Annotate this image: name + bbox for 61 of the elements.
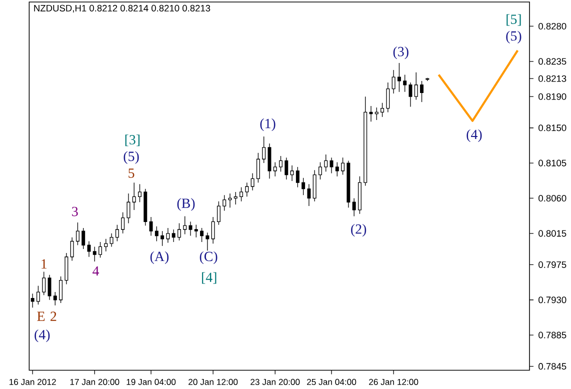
candlestick	[166, 227, 170, 243]
candlestick	[386, 82, 390, 112]
candlestick	[408, 82, 412, 107]
candlestick	[149, 216, 153, 236]
x-tick-label: 23 Jan 20:00	[250, 378, 300, 385]
y-tick-label: 0.7845	[538, 362, 566, 370]
x-tick-label: 26 Jan 12:00	[369, 378, 418, 385]
candlestick	[268, 142, 272, 179]
annotation: (A)	[150, 251, 169, 264]
candlestick	[70, 236, 74, 261]
candlestick	[87, 240, 91, 257]
y-tick-label: 0.8235	[538, 58, 566, 64]
y-tick-label: 0.8060	[538, 194, 566, 202]
y-tick-label: 0.8015	[538, 230, 566, 236]
annotation: (4)	[34, 329, 50, 342]
candlestick	[346, 160, 350, 208]
annotation: (B)	[177, 198, 195, 211]
annotation: [3]	[125, 134, 140, 146]
candlestick	[188, 221, 192, 236]
chart-title: NZDUSD,H1 0.8212 0.8214 0.8210 0.8213	[34, 4, 210, 12]
candlestick	[245, 182, 249, 197]
candlestick	[206, 232, 210, 251]
annotation: 1	[42, 259, 46, 268]
candlestick	[290, 164, 294, 182]
annotation: [4]	[202, 272, 216, 284]
candlestick	[369, 105, 373, 122]
annotation: (1)	[260, 118, 276, 131]
annotation: (C)	[200, 251, 218, 264]
annotation: 2	[50, 311, 56, 321]
annotation: E	[37, 312, 45, 321]
y-tick-label: 0.8105	[538, 160, 566, 166]
annotation: (2)	[351, 224, 366, 236]
annotation: (3)	[393, 46, 408, 59]
annotation: 4	[92, 266, 100, 276]
y-tick-label: 0.7930	[538, 296, 566, 303]
y-tick-label: 0.8213	[538, 75, 566, 82]
candlestick	[250, 172, 254, 191]
candlestick	[397, 62, 401, 92]
y-tick-label: 0.7975	[538, 261, 566, 268]
candlestick	[330, 157, 334, 174]
annotation: (5)	[506, 30, 522, 44]
x-tick-label: 17 Jan 20:00	[70, 378, 120, 385]
annotation: (4)	[466, 129, 482, 142]
candlestick	[392, 69, 396, 94]
candlestick	[307, 184, 311, 206]
y-tick-label: 0.7885	[538, 332, 566, 338]
candlestick	[211, 216, 215, 244]
annotation: [5]	[506, 14, 521, 26]
candlestick	[64, 252, 68, 284]
y-tick-label: 0.8280	[538, 22, 566, 30]
x-tick-label: 16 Jan 2012	[10, 378, 56, 385]
x-tick-label: 19 Jan 04:00	[126, 378, 176, 385]
annotation: (5)	[124, 151, 139, 164]
annotation: 3	[72, 206, 78, 216]
annotation: 5	[128, 168, 134, 178]
y-tick-label: 0.8150	[538, 124, 566, 131]
candlestick	[110, 232, 114, 247]
x-tick-label: 20 Jan 12:00	[188, 378, 238, 385]
candlestick	[126, 192, 130, 224]
x-tick-label: 25 Jan 04:00	[307, 378, 356, 385]
y-tick-label: 0.8190	[538, 93, 566, 100]
